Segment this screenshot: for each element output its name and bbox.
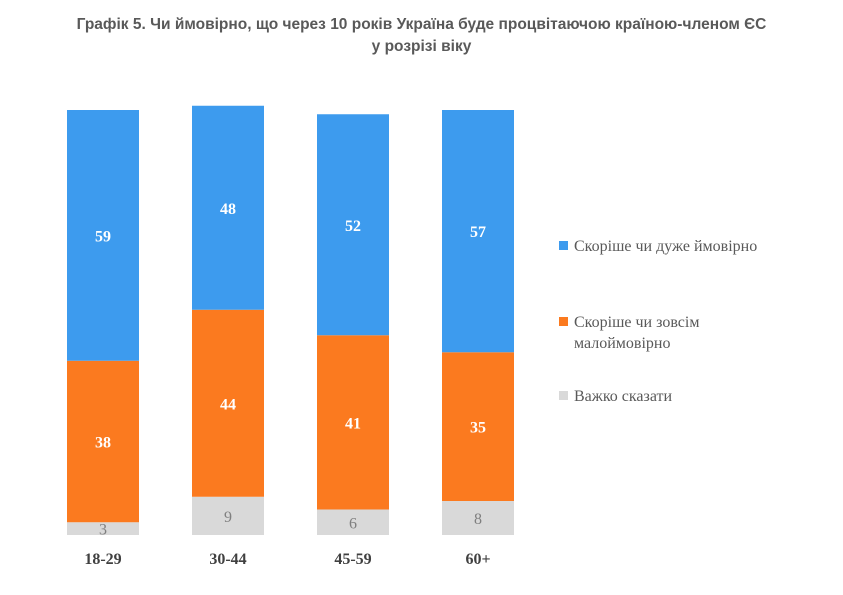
legend-label-likely: Скоріше чи дуже ймовірно <box>574 238 758 255</box>
legend-label-unlikely: Скоріше чи зовсім малоймовірно <box>574 314 700 352</box>
legend-item-unlikely: Скоріше чи зовсім малоймовірно <box>559 312 754 354</box>
chart-title-line-2: у розрізі віку <box>371 38 472 55</box>
bar-segment-45-59-series-0 <box>317 114 389 336</box>
data-label-30-44-series-2: 9 <box>224 509 232 526</box>
data-label-18-29-series-1: 38 <box>95 435 111 452</box>
data-label-45-59-series-0: 52 <box>345 218 361 235</box>
data-label-60+-series-0: 57 <box>470 224 486 241</box>
category-label-45-59: 45-59 <box>334 551 371 568</box>
data-label-18-29-series-2: 3 <box>99 522 107 539</box>
legend-item-hard-to-say: Важко сказати <box>559 386 804 407</box>
bar-segment-18-29-series-0 <box>67 110 139 361</box>
data-label-30-44-series-0: 48 <box>220 201 236 218</box>
data-label-60+-series-2: 8 <box>474 511 482 528</box>
legend-label-hard-to-say: Важко сказати <box>574 388 673 405</box>
bar-segment-30-44-series-2 <box>192 496 264 535</box>
bar-segment-45-59-series-1 <box>317 335 389 510</box>
bar-segment-45-59-series-2 <box>317 509 389 535</box>
bar-segment-30-44-series-0 <box>192 105 264 310</box>
data-label-60+-series-1: 35 <box>470 420 486 437</box>
legend-swatch-likely <box>559 241 568 250</box>
legend-swatch-unlikely <box>559 317 568 326</box>
chart-title-line-1: Графік 5. Чи ймовірно, що через 10 років… <box>76 16 767 33</box>
bar-segment-30-44-series-1 <box>192 309 264 497</box>
bar-segment-18-29-series-2 <box>67 522 139 535</box>
data-label-45-59-series-1: 41 <box>345 415 361 432</box>
chart-title: Графік 5. Чи ймовірно, що через 10 років… <box>0 14 843 58</box>
data-label-30-44-series-1: 44 <box>220 396 236 413</box>
bar-segment-18-29-series-1 <box>67 360 139 523</box>
category-label-30-44: 30-44 <box>209 551 246 568</box>
bar-segment-60+-series-1 <box>442 352 514 501</box>
data-label-18-29-series-0: 59 <box>95 228 111 245</box>
data-label-45-59-series-2: 6 <box>349 515 357 532</box>
bar-segment-60+-series-2 <box>442 501 514 535</box>
bar-segment-60+-series-0 <box>442 110 514 353</box>
legend-swatch-hard-to-say <box>559 391 568 400</box>
category-label-18-29: 18-29 <box>84 551 121 568</box>
category-label-60+: 60+ <box>465 551 490 568</box>
legend-item-likely: Скоріше чи дуже ймовірно <box>559 236 804 257</box>
